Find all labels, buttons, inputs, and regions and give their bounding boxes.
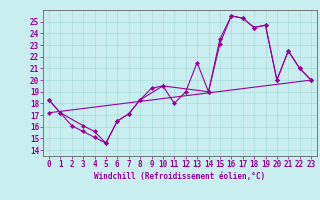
X-axis label: Windchill (Refroidissement éolien,°C): Windchill (Refroidissement éolien,°C) bbox=[94, 172, 266, 181]
